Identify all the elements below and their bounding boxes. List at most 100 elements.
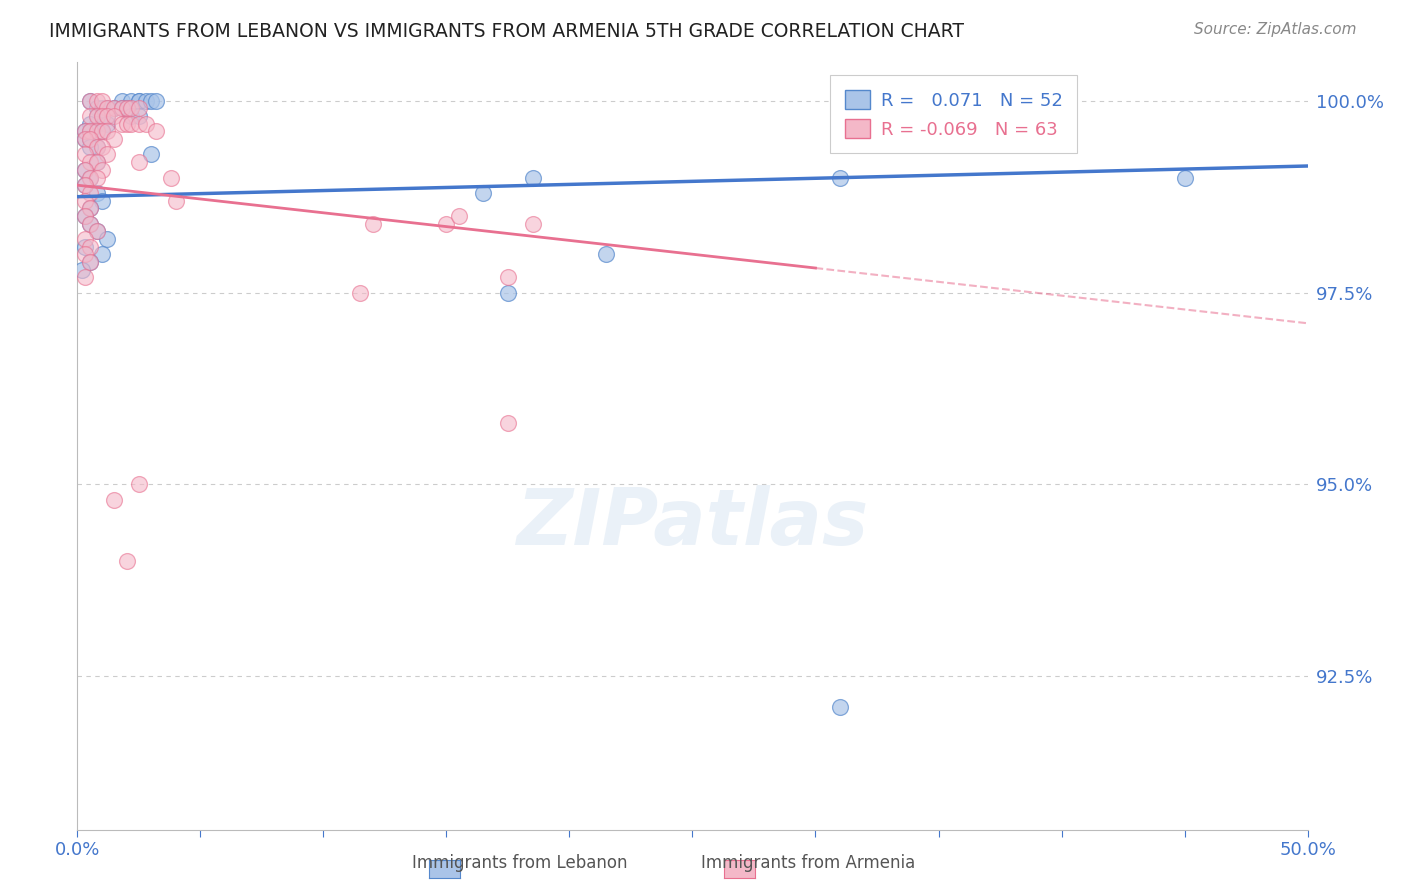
Point [79, 124, 101, 138]
Point [86, 124, 108, 138]
Point [496, 416, 519, 430]
Point [165, 194, 187, 208]
Point [145, 94, 167, 108]
Point [79, 201, 101, 215]
Point [86, 102, 108, 116]
Point [103, 132, 125, 146]
Point [90, 109, 114, 123]
Point [128, 155, 150, 169]
Point [79, 186, 101, 200]
Point [79, 117, 101, 131]
Point [73, 247, 96, 261]
Point [73, 132, 96, 146]
Point [86, 224, 108, 238]
Point [349, 285, 371, 300]
Point [73, 209, 96, 223]
Point [447, 209, 470, 223]
Point [111, 102, 132, 116]
Point [111, 94, 132, 108]
Point [145, 124, 167, 138]
Point [436, 217, 458, 231]
Point [522, 170, 544, 185]
Point [86, 224, 108, 238]
Point [96, 124, 118, 138]
Point [96, 102, 118, 116]
Text: Source: ZipAtlas.com: Source: ZipAtlas.com [1194, 22, 1357, 37]
Point [595, 247, 617, 261]
Point [135, 117, 157, 131]
Point [73, 162, 96, 177]
Point [86, 140, 108, 154]
Point [90, 102, 114, 116]
Point [121, 94, 143, 108]
Point [128, 102, 150, 116]
Point [73, 194, 96, 208]
Point [522, 217, 544, 231]
Point [86, 170, 108, 185]
Point [79, 140, 101, 154]
Point [121, 102, 143, 116]
Point [111, 117, 132, 131]
Point [96, 102, 118, 116]
Point [90, 194, 114, 208]
Point [128, 94, 150, 108]
Point [73, 232, 96, 246]
Point [90, 140, 114, 154]
Point [141, 94, 163, 108]
Point [79, 201, 101, 215]
Point [86, 155, 108, 169]
Point [86, 109, 108, 123]
Point [79, 155, 101, 169]
Point [70, 262, 93, 277]
Point [79, 255, 101, 269]
Point [90, 124, 114, 138]
Point [79, 170, 101, 185]
Point [128, 94, 150, 108]
Point [121, 109, 143, 123]
Point [90, 124, 114, 138]
Point [73, 270, 96, 285]
Point [86, 94, 108, 108]
Point [79, 94, 101, 108]
Point [96, 147, 118, 161]
Point [160, 170, 183, 185]
Point [135, 94, 157, 108]
Point [103, 102, 125, 116]
Point [73, 178, 96, 193]
Text: Immigrants from Armenia: Immigrants from Armenia [702, 855, 915, 872]
Point [830, 170, 852, 185]
Point [73, 124, 96, 138]
Point [103, 492, 125, 507]
Text: IMMIGRANTS FROM LEBANON VS IMMIGRANTS FROM ARMENIA 5TH GRADE CORRELATION CHART: IMMIGRANTS FROM LEBANON VS IMMIGRANTS FR… [49, 22, 965, 41]
Point [86, 117, 108, 131]
Point [79, 255, 101, 269]
Point [361, 217, 384, 231]
Point [90, 109, 114, 123]
Point [79, 239, 101, 253]
Point [73, 209, 96, 223]
Point [115, 102, 138, 116]
Point [79, 124, 101, 138]
Point [1174, 170, 1197, 185]
Point [79, 109, 101, 123]
Point [86, 155, 108, 169]
Point [115, 554, 138, 568]
Point [496, 285, 519, 300]
Point [141, 147, 163, 161]
Point [115, 102, 138, 116]
Point [79, 217, 101, 231]
Point [90, 94, 114, 108]
Point [96, 109, 118, 123]
Point [79, 217, 101, 231]
Point [830, 699, 852, 714]
Legend: R =   0.071   N = 52, R = -0.069   N = 63: R = 0.071 N = 52, R = -0.069 N = 63 [830, 75, 1077, 153]
Point [79, 132, 101, 146]
Point [96, 117, 118, 131]
Point [128, 117, 150, 131]
Point [103, 109, 125, 123]
Point [472, 186, 495, 200]
Point [86, 109, 108, 123]
Point [79, 170, 101, 185]
Point [79, 132, 101, 146]
Point [103, 102, 125, 116]
